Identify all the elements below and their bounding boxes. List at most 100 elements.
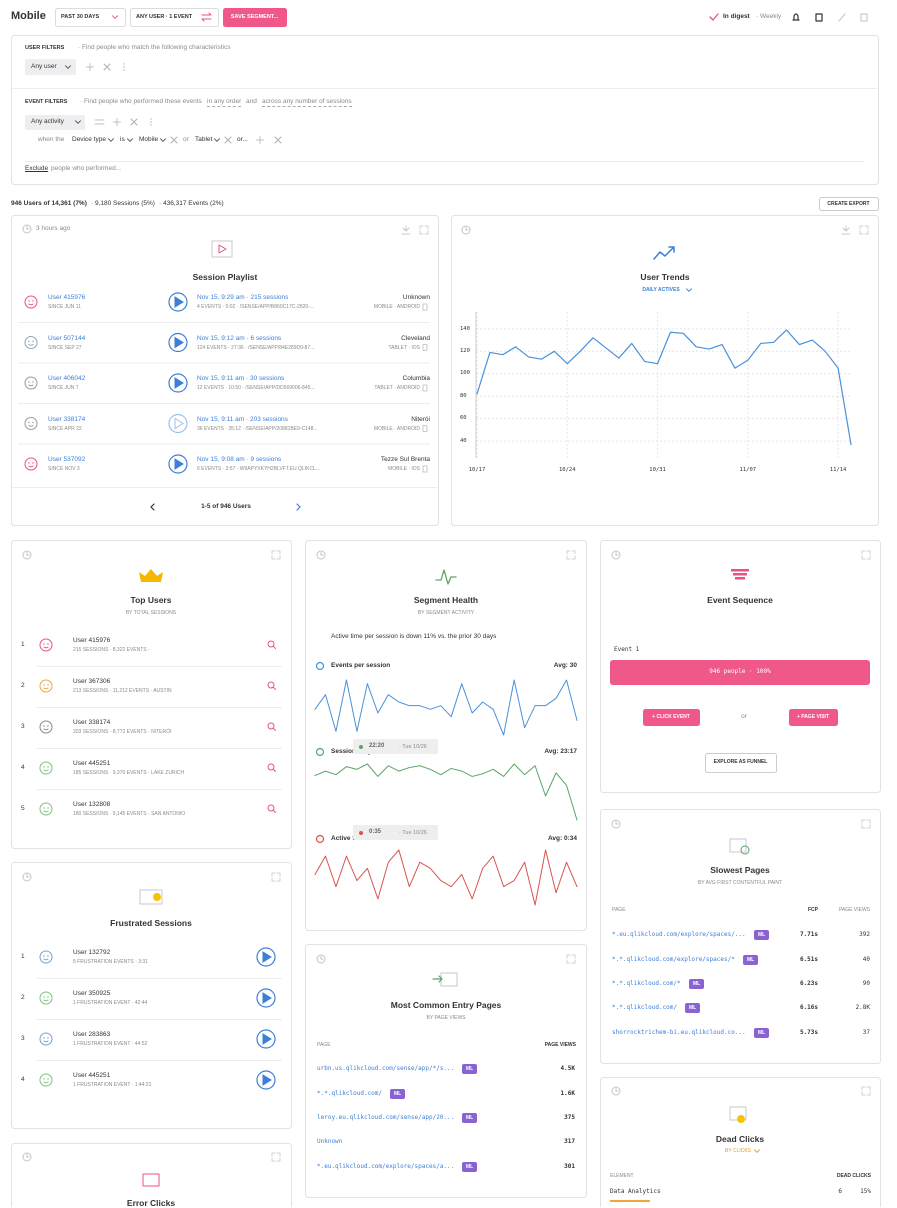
page-url[interactable]: Unknown [317,1138,343,1146]
expand-icon[interactable] [861,819,871,829]
play-button[interactable] [174,336,184,349]
button[interactable] [130,8,219,27]
expand-icon[interactable] [859,225,869,235]
expand-icon[interactable] [566,550,576,560]
page-url[interactable]: *.*.qlikcloud.com/ [612,1004,678,1012]
expand-icon[interactable] [419,225,429,235]
delete-icon[interactable] [860,13,868,22]
more-icon[interactable] [150,118,152,120]
page-url[interactable]: urbn.us.qlikcloud.com/sense/app/*/s... [317,1065,455,1073]
play-button[interactable] [174,458,184,470]
metric-select[interactable]: DAILY ACTIVES [642,287,680,293]
bell-icon[interactable] [792,13,800,21]
add-click-event[interactable]: + CLICK EVENT [652,714,690,720]
remove-icon[interactable] [103,63,111,71]
search-icon[interactable] [272,768,276,772]
search-icon[interactable] [272,686,276,690]
search-icon[interactable] [267,640,275,648]
order-option[interactable]: in any order [207,98,242,107]
page-url[interactable]: *.eu.qlikcloud.com/explore/spaces/... [612,931,746,939]
search-icon[interactable] [267,804,275,812]
session-info[interactable]: Nov 15, 9:08 am · 9 sessions [197,456,282,464]
user-name[interactable]: User 406042 [48,375,86,383]
expand-icon[interactable] [566,954,576,964]
session-info[interactable]: Nov 15, 9:11 am · 203 sessions [197,415,288,423]
add-page-visit[interactable]: + PAGE VISIT [797,714,829,720]
button[interactable] [789,709,838,726]
button[interactable] [55,8,126,27]
page-url[interactable]: shorrocktrichem-bi.eu.qlikcloud.co... [612,1028,746,1036]
session-info[interactable]: Nov 15, 9:11 am · 30 sessions [197,375,285,383]
play-button[interactable] [262,1074,272,1086]
download-icon[interactable] [401,225,411,235]
remove-icon[interactable] [130,118,138,126]
button[interactable] [705,753,777,773]
play-button[interactable] [262,992,272,1004]
button[interactable] [643,709,700,726]
button[interactable] [223,8,287,27]
dropdown[interactable] [25,59,76,75]
swap-icon[interactable] [94,119,105,125]
search-icon[interactable] [267,763,275,771]
expand-icon[interactable] [271,1152,281,1162]
expand-icon[interactable] [271,550,281,560]
edit-icon[interactable] [838,13,846,22]
save-segment[interactable]: SAVE SEGMENT... [230,13,279,20]
page-url[interactable]: *.*.qlikcloud.com/explore/spaces/* [612,955,735,963]
exclude-link[interactable]: Exclude [25,165,49,173]
user-name[interactable]: User 445251 [73,1072,111,1080]
property-select[interactable]: Device type [72,136,106,144]
page-url[interactable]: leroy.eu.qlikcloud.com/sense/app/20... [317,1114,455,1121]
user-name[interactable]: User 537092 [48,456,86,464]
play-button[interactable] [262,951,272,963]
export-button[interactable]: CREATE EXPORT [827,201,870,207]
value-select[interactable]: Tablet [195,136,213,144]
play-button[interactable] [174,417,184,430]
play-button[interactable] [262,1033,272,1045]
more-icon[interactable] [123,63,125,65]
user-name[interactable]: User 132808 [73,801,111,809]
more-icon[interactable] [150,121,152,123]
user-name[interactable]: User 367306 [73,678,111,686]
search-icon[interactable] [272,727,276,731]
search-icon[interactable] [272,809,276,813]
expand-icon[interactable] [861,550,871,560]
add-icon[interactable] [113,118,121,126]
more-icon[interactable] [123,69,125,71]
segment-button[interactable]: ANY USER · 1 EVENT [136,13,193,20]
remove-icon[interactable] [274,136,282,144]
user-filter-value[interactable]: Any user [31,63,57,71]
user-name[interactable]: User 338174 [48,415,86,423]
play-button[interactable] [174,377,184,389]
more-icon[interactable] [123,66,125,68]
session-info[interactable]: Nov 15, 9:29 am · 215 sessions [197,294,289,302]
page-url[interactable]: *.*.qlikcloud.com/* [612,980,681,987]
user-name[interactable]: User 415976 [73,637,111,645]
or-more[interactable]: or... [237,136,248,144]
search-icon[interactable] [272,645,276,649]
page-url[interactable]: *.eu.qlikcloud.com/explore/spaces/a... [317,1162,455,1170]
sessions-option[interactable]: across any number of sessions [262,98,352,107]
session-info[interactable]: Nov 15, 9:12 am · 6 sessions [197,334,282,342]
search-icon[interactable] [267,681,275,689]
add-icon[interactable] [256,136,264,144]
more-icon[interactable] [150,124,152,126]
user-name[interactable]: User 283863 [73,1031,111,1039]
user-name[interactable]: User 132792 [73,949,111,957]
next-page[interactable] [296,503,301,511]
play-button[interactable] [174,296,184,308]
button[interactable] [819,197,879,211]
user-name[interactable]: User 507144 [48,334,86,342]
copy-icon[interactable] [815,13,823,22]
page-url[interactable]: *.*.qlikcloud.com/ [317,1089,383,1097]
event-activity[interactable]: Any activity [31,118,64,126]
value-select[interactable]: Mobile [139,136,159,144]
dropdown[interactable] [25,115,85,130]
explore-funnel[interactable]: EXPLORE AS FUNNEL [713,759,768,765]
card-subtitle[interactable]: BY CLICKS [724,1148,752,1154]
prev-page[interactable] [150,503,155,511]
remove-icon[interactable] [170,136,178,144]
expand-icon[interactable] [861,1086,871,1096]
search-icon[interactable] [267,722,275,730]
user-name[interactable]: User 350925 [73,990,111,998]
